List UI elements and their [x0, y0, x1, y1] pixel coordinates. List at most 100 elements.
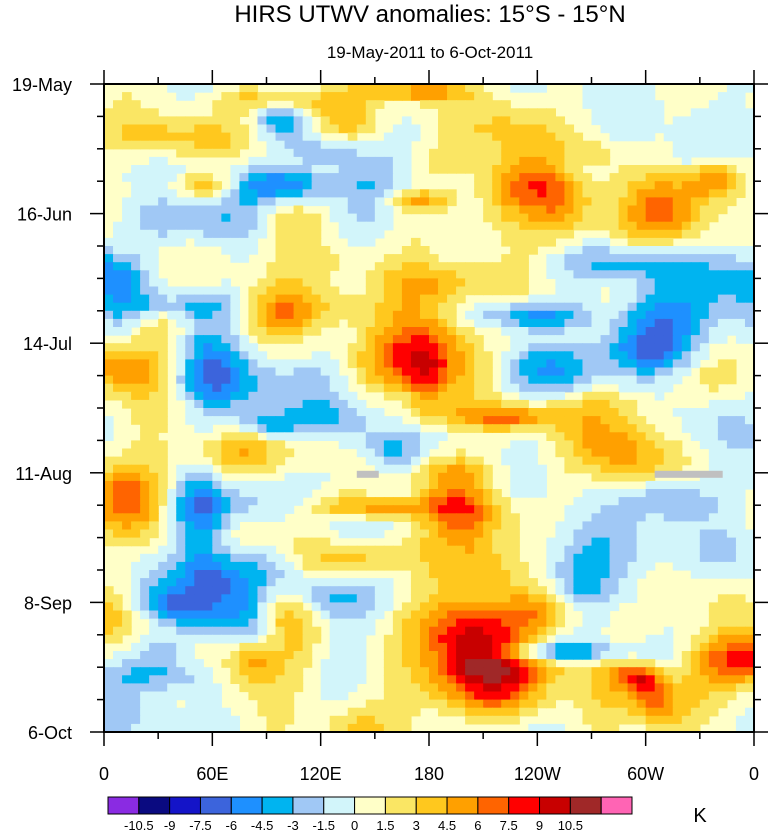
anomaly-cell: [645, 440, 656, 450]
anomaly-cell: [167, 521, 177, 531]
anomaly-cell: [230, 327, 241, 336]
anomaly-cell: [419, 594, 430, 603]
anomaly-cell: [465, 156, 475, 166]
anomaly-cell: [654, 651, 665, 660]
anomaly-cell: [600, 561, 611, 571]
anomaly-cell: [410, 448, 421, 458]
anomaly-cell: [546, 594, 556, 603]
anomaly-cell: [275, 683, 286, 693]
anomaly-cell: [510, 140, 520, 150]
anomaly-cell: [158, 229, 168, 239]
anomaly-cell: [618, 424, 629, 433]
anomaly-cell: [203, 691, 213, 701]
anomaly-cell: [645, 505, 656, 514]
anomaly-cell: [176, 618, 186, 628]
anomaly-cell: [203, 594, 213, 603]
anomaly-cell: [627, 262, 638, 271]
anomaly-cell: [374, 367, 385, 377]
anomaly-cell: [510, 610, 520, 620]
anomaly-cell: [401, 456, 412, 466]
anomaly-cell: [573, 626, 584, 636]
anomaly-cell: [392, 440, 403, 450]
anomaly-cell: [203, 148, 213, 158]
anomaly-cell: [690, 181, 701, 190]
anomaly-cell: [483, 626, 493, 636]
anomaly-cell: [365, 237, 376, 247]
anomaly-cell: [654, 278, 665, 288]
anomaly-cell: [429, 399, 439, 409]
anomaly-cell: [735, 683, 746, 693]
anomaly-cell: [438, 456, 448, 466]
anomaly-cell: [717, 513, 728, 522]
anomaly-cell: [356, 108, 367, 117]
anomaly-cell: [185, 464, 195, 474]
anomaly-cell: [104, 270, 114, 279]
anomaly-cell: [203, 553, 213, 563]
anomaly-cell: [257, 132, 268, 142]
anomaly-cell: [140, 424, 150, 433]
anomaly-cell: [528, 602, 538, 612]
anomaly-cell: [104, 116, 114, 126]
anomaly-cell: [248, 213, 259, 223]
anomaly-cell: [419, 642, 430, 652]
anomaly-cell: [690, 108, 701, 117]
anomaly-cell: [681, 294, 692, 304]
anomaly-cell: [618, 699, 629, 709]
anomaly-cell: [519, 84, 529, 93]
anomaly-cell: [501, 108, 511, 117]
anomaly-cell: [176, 634, 186, 644]
anomaly-cell: [645, 642, 656, 652]
anomaly-cell: [555, 553, 566, 563]
anomaly-cell: [654, 221, 665, 231]
anomaly-cell: [248, 100, 259, 109]
colorbar-label: -10.5: [124, 818, 154, 833]
anomaly-cell: [419, 553, 430, 563]
anomaly-cell: [266, 594, 277, 603]
anomaly-cell: [113, 383, 123, 393]
anomaly-cell: [410, 84, 421, 93]
anomaly-cell: [519, 327, 529, 336]
anomaly-cell: [365, 440, 376, 450]
anomaly-cell: [104, 318, 114, 328]
anomaly-cell: [365, 545, 376, 555]
anomaly-cell: [347, 723, 358, 732]
anomaly-cell: [546, 375, 556, 385]
anomaly-cell: [465, 489, 475, 498]
anomaly-cell: [167, 84, 177, 93]
anomaly-cell: [717, 310, 728, 320]
anomaly-cell: [501, 634, 511, 644]
anomaly-cell: [203, 294, 213, 304]
anomaly-cell: [672, 545, 683, 555]
anomaly-cell: [194, 618, 204, 628]
anomaly-cell: [429, 165, 439, 174]
anomaly-cell: [365, 359, 376, 369]
anomaly-cell: [438, 667, 448, 676]
anomaly-cell: [555, 691, 566, 701]
anomaly-cell: [239, 100, 250, 109]
anomaly-cell: [185, 707, 195, 717]
anomaly-cell: [356, 610, 367, 620]
anomaly-cell: [248, 586, 259, 595]
anomaly-cell: [131, 310, 141, 320]
anomaly-cell: [347, 416, 358, 425]
anomaly-cell: [392, 156, 403, 166]
anomaly-cell: [474, 108, 484, 117]
anomaly-cell: [672, 124, 683, 134]
anomaly-cell: [419, 472, 430, 482]
anomaly-cell: [582, 205, 593, 215]
anomaly-cell: [564, 286, 575, 296]
anomaly-cell: [356, 553, 367, 563]
anomaly-cell: [645, 294, 656, 304]
anomaly-cell: [383, 343, 394, 352]
anomaly-cell: [419, 626, 430, 636]
anomaly-cell: [546, 156, 556, 166]
anomaly-cell: [537, 181, 547, 190]
anomaly-cell: [239, 675, 250, 684]
anomaly-cell: [122, 675, 132, 684]
anomaly-cell: [113, 715, 123, 725]
anomaly-cell: [546, 618, 556, 628]
anomaly-cell: [744, 132, 754, 142]
anomaly-cell: [609, 497, 620, 506]
anomaly-cell: [654, 683, 665, 693]
anomaly-cell: [356, 310, 367, 320]
